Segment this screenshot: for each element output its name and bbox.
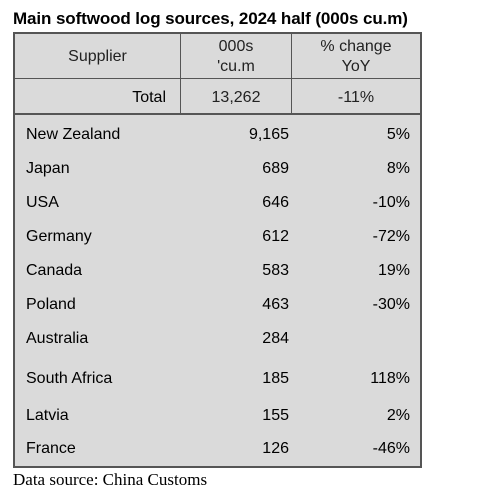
row-volume: 126	[262, 440, 289, 457]
row-supplier: Canada	[26, 262, 83, 279]
header-divider	[15, 78, 420, 79]
column-divider-1	[180, 34, 181, 114]
row-volume: 463	[262, 296, 289, 313]
row-supplier: Japan	[26, 160, 70, 177]
header-change-line1: % change	[320, 38, 392, 55]
row-volume: 9,165	[248, 126, 289, 143]
row-volume: 185	[262, 370, 289, 387]
row-volume: 284	[262, 330, 289, 347]
total-change: -11%	[337, 89, 375, 106]
row-change: 8%	[386, 160, 410, 177]
row-volume: 689	[262, 160, 289, 177]
row-change: -72%	[372, 228, 410, 245]
header-volume-line2: 'cu.m	[217, 58, 255, 75]
data-source: Data source: China Customs	[13, 470, 208, 489]
row-change: 118%	[370, 370, 410, 387]
row-volume: 646	[262, 194, 289, 211]
row-volume: 155	[262, 407, 289, 424]
row-change: 19%	[377, 262, 410, 279]
header-supplier: Supplier	[68, 48, 127, 65]
row-supplier: Latvia	[26, 407, 69, 424]
page-title: Main softwood log sources, 2024 half (00…	[13, 9, 408, 28]
header-volume-line1: 000s	[218, 38, 254, 55]
header-change-line2: YoY	[341, 58, 371, 75]
row-volume: 612	[262, 228, 289, 245]
row-supplier: Germany	[26, 228, 92, 245]
row-volume: 583	[262, 262, 289, 279]
row-change: 2%	[386, 407, 410, 424]
sources-table: Supplier 000s 'cu.m % change YoY Total 1…	[13, 32, 422, 468]
row-supplier: Australia	[26, 330, 89, 347]
row-change: -10%	[372, 194, 410, 211]
row-supplier: South Africa	[26, 370, 113, 387]
row-supplier: Poland	[26, 296, 76, 313]
total-divider	[15, 113, 420, 115]
column-divider-2	[291, 34, 292, 114]
row-change: -46%	[372, 440, 410, 457]
row-change: -30%	[372, 296, 410, 313]
total-label: Total	[132, 89, 166, 106]
row-change: 5%	[386, 126, 410, 143]
row-supplier: USA	[26, 194, 59, 211]
total-volume: 13,262	[211, 89, 261, 106]
row-supplier: New Zealand	[26, 126, 121, 143]
row-supplier: France	[26, 440, 76, 457]
